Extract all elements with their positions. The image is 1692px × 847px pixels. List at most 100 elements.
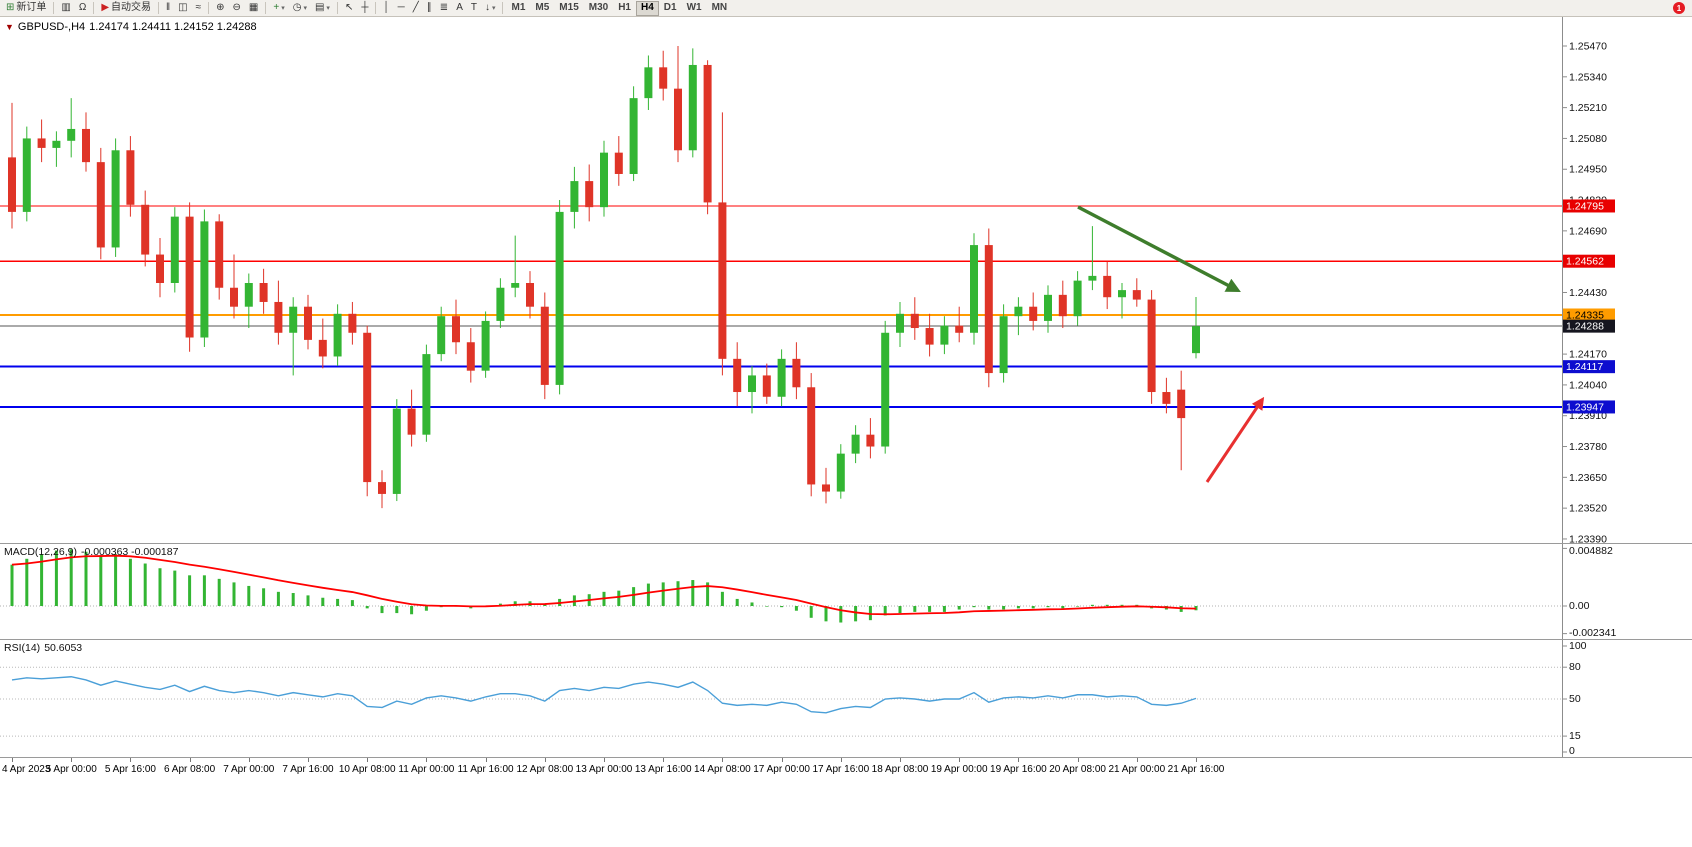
time-tick — [367, 758, 369, 762]
templates-button[interactable]: ▤ ▾ — [311, 1, 334, 16]
main-chart-canvas[interactable]: 1.254701.253401.252101.250801.249501.248… — [0, 17, 1692, 544]
charts-window-button[interactable]: ▥ — [57, 1, 74, 16]
svg-text:1.24335: 1.24335 — [1566, 309, 1604, 321]
svg-text:100: 100 — [1569, 640, 1587, 652]
rsi-canvas[interactable]: 100 80 50 15 0 — [0, 640, 1692, 758]
zoom-in-icon: ⊕ — [216, 2, 225, 13]
svg-text:1.24170: 1.24170 — [1569, 349, 1607, 361]
trend-arrows[interactable] — [1077, 205, 1265, 483]
timeframe-m30-button[interactable]: M30 — [584, 1, 613, 16]
notification-badge[interactable]: 1 — [1673, 2, 1685, 14]
text-button[interactable]: A — [452, 1, 467, 16]
svg-text:1.24562: 1.24562 — [1566, 256, 1604, 268]
zoom-in-button[interactable]: ⊕ — [212, 1, 228, 16]
svg-text:1.25210: 1.25210 — [1569, 102, 1607, 114]
candles-layer — [8, 46, 1200, 509]
trendline-button[interactable]: ╱ — [409, 1, 423, 16]
timeframe-m5-button-label: M5 — [535, 2, 550, 13]
time-label: 5 Apr 16:00 — [104, 764, 156, 775]
time-tick — [189, 758, 191, 762]
tile-windows-button[interactable]: ▦ — [245, 1, 262, 16]
label-icon: T — [470, 2, 477, 13]
toolbar-separator — [93, 2, 95, 14]
svg-text:1.23520: 1.23520 — [1569, 503, 1607, 515]
time-tick — [426, 758, 428, 762]
svg-text:1.25470: 1.25470 — [1569, 41, 1607, 53]
timeframe-h1-button[interactable]: H1 — [613, 1, 636, 16]
vertical-line-button[interactable]: │ — [379, 1, 393, 16]
time-tick — [1077, 758, 1079, 762]
time-label: 6 Apr 08:00 — [164, 764, 216, 775]
fibonacci-icon: ≣ — [439, 2, 449, 13]
timeframe-m15-button[interactable]: M15 — [554, 1, 583, 16]
templates-icon: ▤ — [314, 2, 325, 13]
time-label: 7 Apr 00:00 — [223, 764, 275, 775]
autotrading-button-label: 自动交易 — [111, 2, 152, 13]
timeframe-h4-button[interactable]: H4 — [636, 0, 659, 16]
price-axis[interactable]: 1.254701.253401.252101.250801.249501.248… — [1562, 17, 1616, 544]
time-label: 21 Apr 00:00 — [1108, 764, 1166, 775]
rsi-axis[interactable]: 100 80 50 15 0 — [1562, 640, 1587, 758]
timeframe-mn-button-label: MN — [711, 2, 728, 13]
time-label: 11 Apr 16:00 — [457, 764, 514, 775]
new-order-button[interactable]: ⊞ 新订单 — [2, 1, 50, 16]
time-tick — [959, 758, 961, 762]
timeframe-d1-button[interactable]: D1 — [659, 1, 682, 16]
time-label: 14 Apr 08:00 — [694, 764, 751, 775]
macd-signal-line — [11, 554, 1197, 616]
headset-button[interactable]: Ω — [75, 1, 90, 16]
timeframe-m1-button[interactable]: M1 — [506, 1, 530, 16]
time-tick — [900, 758, 901, 762]
uptrend-arrow — [1205, 396, 1265, 483]
macd-canvas[interactable]: 0.004882 0.00 -0.002341 — [0, 544, 1692, 640]
chevron-down-icon: ▾ — [326, 4, 330, 12]
time-tick — [485, 758, 487, 762]
timeframe-h1-button-label: H1 — [618, 2, 631, 13]
svg-text:1.23947: 1.23947 — [1566, 401, 1604, 413]
timeframe-d1-button-label: D1 — [663, 2, 677, 13]
bottom-spacer — [0, 778, 1692, 847]
chevron-down-icon: ▾ — [281, 4, 285, 12]
label-button[interactable]: T — [467, 1, 481, 16]
crosshair-icon: ┼ — [361, 2, 369, 13]
svg-text:0.00: 0.00 — [1569, 600, 1590, 612]
bar-chart-button[interactable]: ǁ — [162, 1, 174, 16]
rsi-line — [11, 676, 1197, 714]
time-label: 5 Apr 00:00 — [45, 764, 97, 775]
time-label: 4 Apr 2023 — [2, 764, 51, 775]
line-chart-button[interactable]: ≈ — [192, 1, 206, 16]
time-label: 17 Apr 00:00 — [753, 764, 810, 775]
toolbar-separator — [208, 2, 210, 14]
macd-panel: 0.004882 0.00 -0.002341 MACD(12,26,9) -0.00… — [0, 544, 1692, 640]
time-label: 19 Apr 16:00 — [990, 764, 1047, 775]
arrows-button[interactable]: ↓ ▾ — [481, 1, 500, 16]
cursor-button[interactable]: ↖ — [341, 1, 357, 16]
svg-text:1.24288: 1.24288 — [1566, 321, 1604, 333]
zoom-out-button[interactable]: ⊖ — [229, 1, 245, 16]
timeframe-w1-button[interactable]: W1 — [682, 1, 707, 16]
time-label: 12 Apr 08:00 — [516, 764, 574, 775]
time-label: 13 Apr 00:00 — [575, 764, 633, 775]
zoom-out-icon: ⊖ — [232, 2, 241, 13]
time-label: 19 Apr 00:00 — [930, 764, 988, 775]
channel-button[interactable]: ∥ — [423, 1, 436, 16]
time-axis[interactable]: 4 Apr 2023 5 Apr 00:00 5 Apr 16:00 6 Apr 08… — [0, 758, 1692, 778]
svg-text:1.25080: 1.25080 — [1569, 133, 1607, 145]
svg-text:1.24430: 1.24430 — [1569, 287, 1607, 299]
cursor-icon: ↖ — [344, 2, 354, 13]
indicators-button[interactable]: + ▾ — [269, 1, 288, 16]
time-label: 7 Apr 16:00 — [282, 764, 334, 775]
candlestick-chart-button[interactable]: ◫ — [174, 1, 191, 16]
fibonacci-button[interactable]: ≣ — [436, 1, 452, 16]
time-label: 17 Apr 16:00 — [812, 764, 870, 775]
horizontal-line-button[interactable]: ─ — [394, 1, 409, 16]
chevron-down-icon: ▾ — [303, 4, 307, 12]
rsi-panel: 100 80 50 15 0 RSI(14) 50.6053 — [0, 640, 1692, 758]
macd-axis[interactable]: 0.004882 0.00 -0.002341 — [1562, 544, 1617, 640]
crosshair-button[interactable]: ┼ — [357, 1, 372, 16]
svg-text:1.23650: 1.23650 — [1569, 472, 1607, 484]
timeframe-mn-button[interactable]: MN — [707, 1, 733, 16]
timeframe-m5-button[interactable]: M5 — [530, 1, 554, 16]
autotrading-button[interactable]: ▶ 自动交易 — [97, 1, 155, 16]
periods-button[interactable]: ◷ ▾ — [289, 1, 311, 16]
